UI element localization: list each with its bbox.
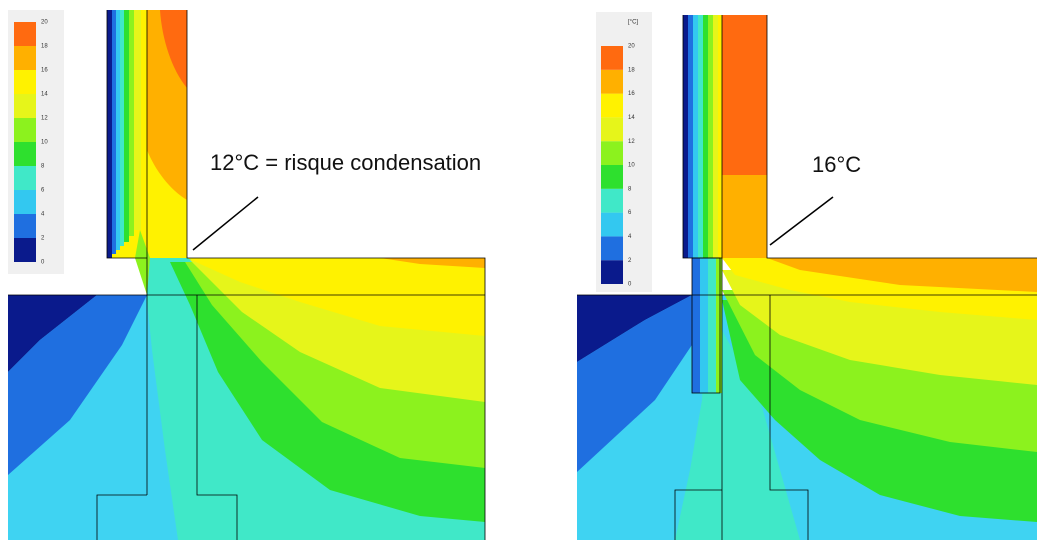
legend-tick-label: 6 — [628, 210, 632, 216]
legend-swatch — [14, 238, 36, 262]
legend-tick-label: 8 — [628, 186, 632, 192]
legend-tick-label: 16 — [628, 91, 635, 97]
legend-swatch — [601, 260, 623, 284]
legend-swatch — [14, 118, 36, 142]
legend-tick-label: 6 — [41, 188, 45, 194]
legend-tick-label: 18 — [41, 44, 48, 50]
legend-tick-label: 16 — [41, 68, 48, 74]
legend-tick-label: 20 — [41, 20, 48, 26]
legend-swatch — [601, 212, 623, 237]
legend-tick-label: 10 — [628, 163, 635, 169]
legend-tick-label: 20 — [628, 44, 635, 50]
legend-tick-label: 8 — [41, 164, 45, 170]
legend-swatch — [601, 69, 623, 94]
legend-unit: [°C] — [628, 20, 638, 26]
legend-swatch — [14, 142, 36, 166]
annotation: 12°C = risque condensation — [210, 150, 481, 175]
annotation: 16°C — [812, 152, 861, 177]
legend-tick-label: 2 — [628, 258, 632, 264]
legend-tick-label: 2 — [41, 236, 45, 242]
legend-swatch — [14, 46, 36, 70]
legend-swatch — [14, 214, 36, 238]
legend-swatch — [601, 117, 623, 142]
legend-swatch — [14, 166, 36, 190]
legend-swatch — [601, 93, 623, 118]
legend-swatch — [601, 165, 623, 189]
legend-swatch — [14, 70, 36, 94]
legend-tick-label: 4 — [41, 212, 45, 218]
legend-swatch — [601, 236, 623, 261]
legend-tick-label: 12 — [628, 139, 635, 145]
legend-tick-label: 12 — [41, 116, 48, 122]
thermal-field-left — [8, 10, 486, 540]
legend: 0 2 4 6 8 10 12 14 16 18 20 — [8, 10, 64, 274]
legend-tick-label: 0 — [628, 282, 632, 288]
legend: [°C] 0 2 4 6 8 10 12 14 16 18 20 — [596, 12, 652, 292]
legend-tick-label: 18 — [628, 67, 635, 73]
legend-swatch — [601, 188, 623, 213]
thermal-field-right — [577, 15, 1037, 540]
legend-tick-label: 4 — [628, 234, 632, 240]
legend-swatch — [601, 141, 623, 165]
legend-swatch — [14, 94, 36, 118]
legend-tick-label: 10 — [41, 140, 48, 146]
legend-swatch — [601, 46, 623, 70]
legend-tick-label: 14 — [628, 115, 635, 121]
legend-tick-label: 14 — [41, 92, 48, 98]
legend-tick-label: 0 — [41, 260, 45, 266]
legend-swatch — [14, 22, 36, 46]
legend-swatch — [14, 190, 36, 214]
